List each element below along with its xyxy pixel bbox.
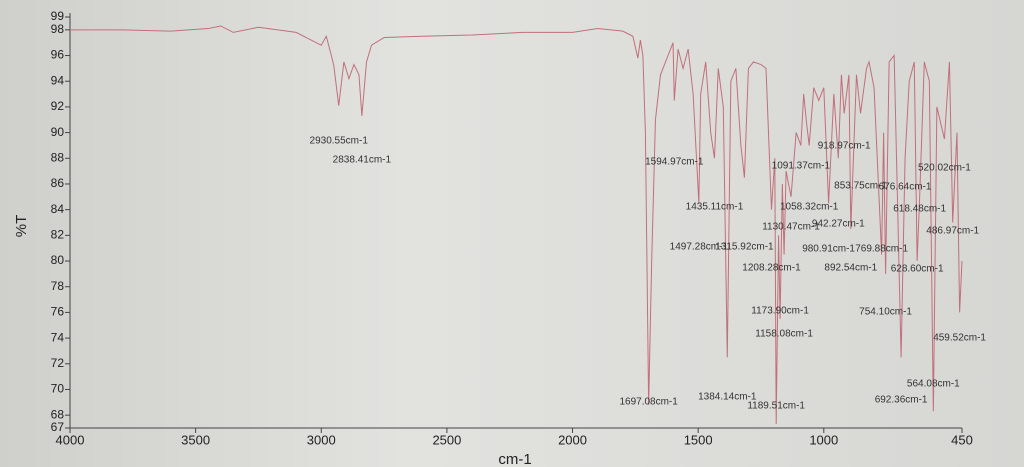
y-tick-label: 92	[51, 99, 65, 113]
x-tick-label: 2500	[432, 432, 461, 447]
y-tick-label: 70	[51, 382, 65, 396]
peak-label: 1173.90cm-1	[751, 306, 809, 317]
y-tick-label: 78	[51, 279, 65, 293]
spectrum-line	[70, 25, 963, 425]
x-tick-label: 4000	[56, 432, 85, 447]
peak-label: 676.64cm-1	[879, 182, 932, 193]
peak-label: 486.97cm-1	[926, 226, 979, 237]
x-tick-label: 3000	[307, 432, 336, 447]
peak-label: 918.97cm-1	[818, 141, 871, 152]
y-tick-label: 82	[51, 228, 65, 242]
peak-label: 1384.14cm-1	[698, 392, 757, 403]
y-tick-label: 88	[51, 150, 65, 164]
x-tick-label: 3500	[181, 432, 210, 447]
y-tick-label: 94	[51, 73, 65, 87]
peak-label: 1315.92cm-1	[715, 242, 774, 253]
peak-label: 754.10cm-1	[859, 307, 912, 318]
peak-label: 1497.28cm-1	[670, 242, 729, 253]
y-tick-label: 80	[51, 253, 65, 267]
peak-label: 1435.11cm-1	[686, 202, 744, 213]
y-tick-label: 68	[51, 407, 65, 421]
peak-label: 628.60cm-1	[891, 264, 944, 275]
y-tick-label: 76	[51, 305, 65, 319]
x-tick-label: 2000	[558, 432, 587, 447]
peak-label: 2930.55cm-1	[310, 136, 369, 147]
x-tick-label: 450	[951, 432, 973, 447]
y-tick-label: 74	[51, 330, 65, 344]
peak-label: 692.36cm-1	[875, 395, 928, 406]
peak-label: 618.48cm-1	[893, 204, 946, 215]
peak-label: 2838.41cm-1	[333, 155, 392, 166]
y-tick-label: 96	[51, 48, 65, 62]
peak-label: 942.27cm-1	[812, 219, 865, 230]
y-tick-label: 84	[51, 202, 65, 216]
y-tick-label: 86	[51, 176, 65, 190]
peak-label: 459.52cm-1	[933, 333, 986, 344]
peak-label: 1594.97cm-1	[645, 157, 704, 168]
peak-label: 1158.08cm-1	[755, 329, 813, 340]
peak-label: 980.91cm-1	[802, 244, 855, 255]
peak-label: 1130.47cm-1	[762, 222, 820, 233]
y-tick-label: 67	[51, 420, 65, 434]
peak-label: 853.75cm-1	[834, 181, 887, 192]
y-tick-label: 90	[51, 125, 65, 139]
peak-label: 1189.51cm-1	[747, 401, 805, 412]
peak-label: 892.54cm-1	[824, 263, 877, 274]
peak-label: 564.08cm-1	[907, 379, 960, 390]
y-tick-label: 72	[51, 356, 65, 370]
peak-label: 1697.08cm-1	[619, 397, 678, 408]
y-axis-label: %T	[13, 215, 30, 238]
peak-label: 769.88cm-1	[855, 244, 908, 255]
peak-label: 520.02cm-1	[918, 163, 971, 174]
peak-label: 1091.37cm-1	[772, 161, 831, 172]
x-axis-label: cm-1	[498, 451, 531, 467]
x-tick-label: 1000	[809, 432, 838, 447]
y-tick-label: 98	[51, 22, 65, 36]
peak-label: 1058.32cm-1	[780, 202, 839, 213]
peak-label: 1208.28cm-1	[742, 263, 801, 274]
y-tick-label: 99	[51, 9, 65, 23]
x-tick-label: 1500	[684, 432, 713, 447]
